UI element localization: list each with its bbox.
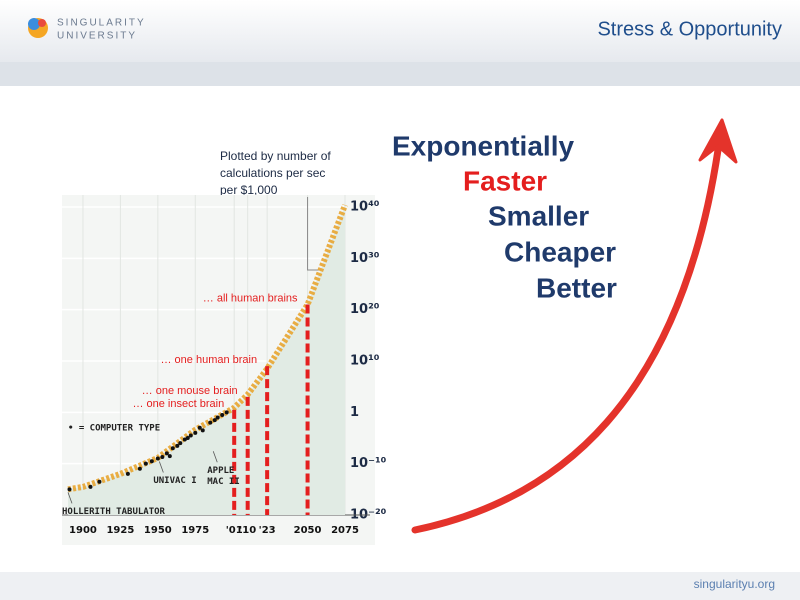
computer-dot xyxy=(88,484,93,489)
y-tick-label: 1 xyxy=(350,405,359,420)
callout: Smaller xyxy=(488,200,589,231)
computer-dot xyxy=(220,413,225,418)
y-tick-label: 10³⁰ xyxy=(350,251,380,266)
x-tick-label: 1925 xyxy=(106,525,134,536)
callout: Cheaper xyxy=(504,236,616,267)
legend-entry: • = COMPUTER TYPE xyxy=(68,424,160,434)
x-tick-label: 2075 xyxy=(331,525,359,536)
computer-dot xyxy=(182,437,187,442)
computer-dot xyxy=(160,454,165,459)
slide-title: Stress & Opportunity xyxy=(597,18,782,40)
computer-dot xyxy=(164,451,169,456)
chart-note: calculations per sec xyxy=(220,166,325,180)
milestone-label: … one human brain xyxy=(161,354,258,366)
computer-dot xyxy=(193,430,198,435)
y-tick-label: 10⁴⁰ xyxy=(350,200,380,215)
chart-note: Plotted by number of xyxy=(220,149,331,163)
callout: Faster xyxy=(463,165,547,196)
computer-label: MAC II xyxy=(207,477,240,487)
logo-mark xyxy=(38,19,46,27)
y-tick-label: 10²⁰ xyxy=(350,302,380,317)
computer-dot xyxy=(143,461,148,466)
computer-dot xyxy=(197,425,202,430)
logo-mark xyxy=(28,18,40,30)
milestone-label: … one mouse brain xyxy=(142,385,238,397)
x-tick-label: 2050 xyxy=(294,525,322,536)
computer-dot xyxy=(125,471,130,476)
callout: Exponentially xyxy=(392,130,574,161)
computer-dot xyxy=(67,487,72,492)
label-pointer xyxy=(212,451,218,463)
logo xyxy=(28,18,48,38)
computer-dot xyxy=(178,441,183,446)
header-strip xyxy=(0,62,800,86)
trend-area xyxy=(68,205,345,515)
logo-text: UNIVERSITY xyxy=(57,31,137,42)
label-pointer xyxy=(67,492,73,504)
chart-note: per $1,000 xyxy=(220,183,278,197)
computer-dot xyxy=(167,454,172,459)
header-band xyxy=(0,0,800,62)
computer-dot xyxy=(188,433,193,438)
computer-dot xyxy=(155,456,160,461)
footer-url: singularityu.org xyxy=(694,577,775,591)
x-tick-label: '10 xyxy=(239,525,256,536)
computer-label: APPLE xyxy=(207,466,234,476)
computer-dot xyxy=(212,418,217,423)
computer-dot xyxy=(149,459,154,464)
computer-dot xyxy=(185,436,190,440)
x-tick-label: '23 xyxy=(259,525,276,536)
computer-dot xyxy=(208,420,213,425)
computer-dot xyxy=(215,415,220,420)
computer-dot xyxy=(97,479,102,484)
y-tick-label: 10¹⁰ xyxy=(350,354,380,369)
computer-dot xyxy=(175,443,180,448)
computer-label: HOLLERITH TABULATOR xyxy=(62,507,166,517)
y-tick-label: 10⁻¹⁰ xyxy=(350,456,387,471)
footer-band xyxy=(0,572,800,600)
logo-text: SINGULARITY xyxy=(57,18,146,29)
computer-dot xyxy=(137,466,142,471)
milestone-label: … all human brains xyxy=(203,292,298,304)
arrow-head xyxy=(698,118,738,164)
x-tick-label: 1975 xyxy=(181,525,209,536)
computer-label: UNIVAC I xyxy=(153,476,196,486)
trend-line xyxy=(67,203,348,493)
x-tick-label: '01 xyxy=(226,525,243,536)
callout: Better xyxy=(536,272,617,303)
arrow-shaft xyxy=(411,146,722,534)
milestone-label: … one insect brain xyxy=(132,398,224,410)
x-tick-label: 1900 xyxy=(69,525,97,536)
computer-dot xyxy=(200,428,205,433)
computer-dot xyxy=(170,446,175,451)
label-pointer xyxy=(158,461,164,473)
x-tick-label: 1950 xyxy=(144,525,172,536)
computer-dot xyxy=(224,410,229,415)
